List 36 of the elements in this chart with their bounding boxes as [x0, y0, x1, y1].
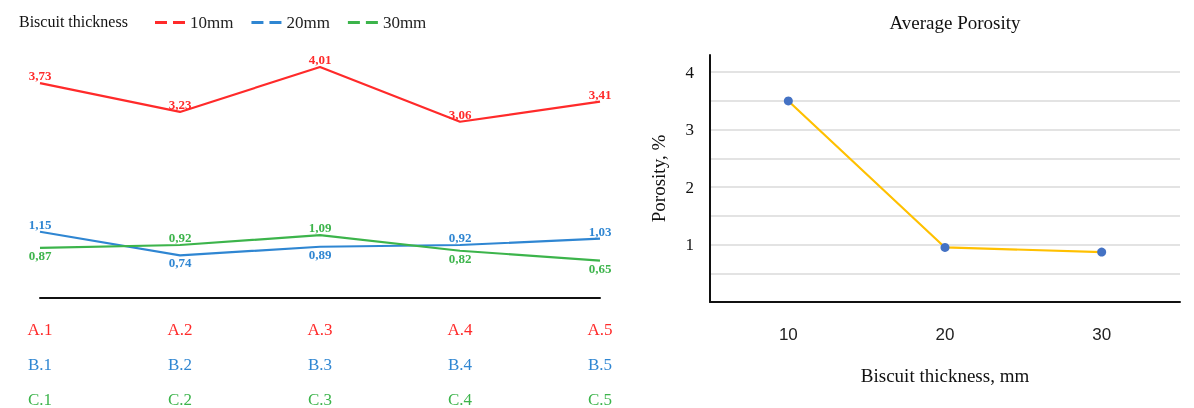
x-tick-label: 20 — [935, 325, 955, 344]
legend-label: 30mm — [382, 13, 427, 32]
data-label: 0,65 — [588, 260, 612, 276]
point — [940, 242, 950, 252]
data-label: 0,92 — [168, 230, 192, 246]
data-label: 3,23 — [168, 96, 192, 112]
x-axis-title: Biscuit thickness, mm — [860, 365, 1030, 386]
legend-title: Biscuit thickness — [19, 12, 128, 30]
x-tick-label: 10 — [778, 325, 798, 344]
data-label: 0,89 — [308, 246, 332, 262]
data-label: 0,82 — [448, 250, 472, 266]
x-tick-label: A.5 B.5 C.5 — [587, 320, 613, 408]
legend-label: 20mm — [286, 13, 330, 32]
point — [783, 96, 793, 106]
data-label: 0,74 — [168, 255, 192, 271]
legend-label: 10mm — [190, 13, 234, 32]
data-label: 1,03 — [588, 223, 612, 239]
chart-title: Average Porosity — [889, 12, 1022, 33]
x-tick-label: A.1 B.1 C.1 — [27, 320, 53, 408]
data-label: 0,92 — [448, 230, 472, 246]
x-tick-label: A.4 B.4 C.4 — [447, 320, 474, 408]
y-tick-label: 2 — [685, 177, 694, 197]
y-tick-label: 4 — [685, 62, 695, 82]
data-label: 1,09 — [308, 220, 332, 236]
data-label: 3,41 — [588, 86, 612, 102]
data-label: 0,87 — [28, 247, 52, 263]
data-label: 3,73 — [28, 68, 52, 84]
data-label: 1,15 — [28, 216, 52, 232]
y-axis-title: Porosity, % — [648, 134, 669, 223]
y-tick-label: 1 — [685, 235, 694, 255]
data-label: 4,01 — [308, 52, 332, 68]
y-tick-label: 3 — [685, 120, 694, 140]
x-tick-label: A.2 B.2 C.2 — [167, 320, 193, 408]
x-tick-label: A.3 B.3 C.3 — [307, 320, 333, 408]
x-tick-label: 30 — [1092, 325, 1112, 344]
point — [1097, 247, 1107, 257]
